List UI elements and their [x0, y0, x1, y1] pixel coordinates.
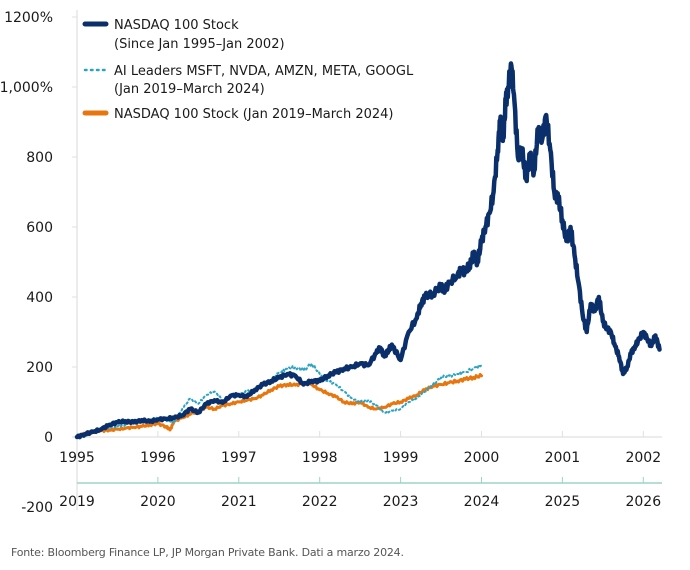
legend-label-ai-leaders-line1: AI Leaders MSFT, NVDA, AMZN, META, GOOGL — [114, 64, 414, 79]
x-top-tick-label: 1996 — [140, 450, 176, 466]
series-ai-leaders-2019-2024 — [76, 362, 483, 438]
legend-label-nasdaq-1995-line2: (Since Jan 1995–Jan 2002) — [114, 37, 285, 52]
y-tick-label: 400 — [26, 290, 53, 306]
x-top-tick-label: 2001 — [545, 450, 581, 466]
series-nasdaq-2019-2024 — [75, 373, 483, 439]
x-top-tick-label: 2002 — [625, 450, 661, 466]
x-top-tick-label: 1997 — [221, 450, 257, 466]
x-bottom-tick-label: 2021 — [221, 494, 257, 510]
x-bottom-tick-label: 2020 — [140, 494, 176, 510]
x-bottom-tick-label: 2019 — [59, 494, 95, 510]
x-bottom-tick-label: 2026 — [625, 494, 661, 510]
y-tick-label: 600 — [26, 220, 53, 236]
x-bottom-tick-label: 2022 — [302, 494, 338, 510]
y-tick-label: 200 — [26, 360, 53, 376]
legend-label-nasdaq-1995-line1: NASDAQ 100 Stock — [114, 18, 239, 33]
y-tick-label: 800 — [26, 150, 53, 166]
y-ticks: 1200% 1,000% 800 600 400 200 0 -200 — [0, 10, 77, 516]
y-tick-label: -200 — [21, 500, 53, 516]
legend: NASDAQ 100 Stock (Since Jan 1995–Jan 200… — [82, 18, 414, 122]
legend-label-nasdaq-2019: NASDAQ 100 Stock (Jan 2019–March 2024) — [114, 107, 393, 122]
x-bottom-tick-label: 2025 — [545, 494, 581, 510]
x-ticks-top: 1995 1996 1997 1998 1999 2000 2001 2002 — [59, 431, 661, 466]
series-group — [74, 61, 662, 440]
x-bottom-tick-label: 2024 — [464, 494, 500, 510]
y-tick-label: 0 — [44, 430, 53, 446]
x-top-tick-label: 2000 — [464, 450, 500, 466]
y-tick-label: 1,000% — [0, 80, 53, 96]
legend-label-ai-leaders-line2: (Jan 2019–March 2024) — [114, 82, 265, 97]
x-top-tick-label: 1995 — [59, 450, 95, 466]
x-ticks-bottom: 2019 2020 2021 2022 2023 2024 2025 2026 — [59, 477, 661, 510]
source-note: Fonte: Bloomberg Finance LP, JP Morgan P… — [11, 546, 404, 559]
x-top-tick-label: 1999 — [383, 450, 419, 466]
series-nasdaq-1995-2002 — [74, 61, 662, 440]
y-tick-label: 1200% — [4, 10, 53, 26]
x-bottom-tick-label: 2023 — [383, 494, 419, 510]
x-top-tick-label: 1998 — [302, 450, 338, 466]
